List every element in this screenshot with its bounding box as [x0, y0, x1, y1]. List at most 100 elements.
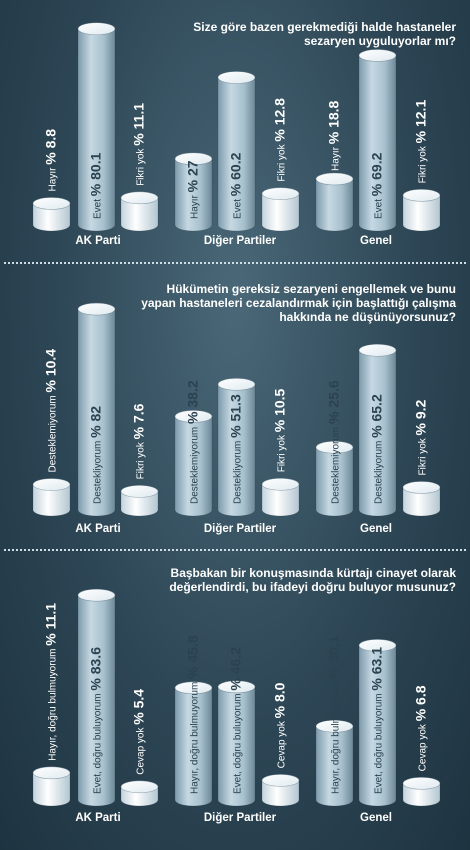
bar-category: Fikri yok	[277, 142, 288, 182]
question-title-line: değerlendirdi, bu ifadeyi doğru buluyor …	[169, 580, 456, 594]
bar-label: Evet, doğru buluyorum % 63.1	[369, 647, 385, 794]
bar-value: % 8.0	[272, 682, 288, 718]
bar-value: % 18.8	[326, 100, 342, 144]
bar-value: % 51.3	[228, 394, 244, 438]
bar-label: Hayır % 8.8	[43, 129, 59, 192]
bar-label: Fikri yok % 9.2	[413, 399, 429, 475]
bar-label: Evet, doğru buluyorum % 46.2	[228, 647, 244, 794]
bar	[261, 477, 300, 517]
bar	[77, 22, 116, 232]
section-divider	[4, 549, 466, 551]
bar-value: % 65.2	[369, 394, 385, 438]
bar-value: % 5.4	[131, 689, 147, 725]
bar	[217, 680, 256, 807]
bar-label: Destekliyorum % 51.3	[228, 394, 244, 504]
group-label: AK Parti	[75, 523, 121, 535]
bar	[358, 343, 397, 517]
bar-value: % 10.4	[43, 349, 59, 393]
bar-category: Cevap yok	[277, 718, 288, 768]
group-label: Diğer Partiler	[203, 812, 277, 824]
bar-category: Evet, doğru buluyorum	[233, 691, 244, 794]
section-divider	[4, 262, 466, 264]
bar	[402, 189, 441, 232]
bar-category: Evet	[93, 196, 104, 219]
chart-panel-1: Hayır % 8.8 Evet % 80.1 Fikri yok % 11.1 Ha…	[32, 22, 441, 232]
bar-label: Evet, doğru buluyorum % 83.6	[88, 647, 104, 794]
bar	[358, 49, 397, 232]
bar	[217, 71, 256, 232]
bar-category: Hayır	[331, 144, 342, 171]
bar-value: % 12.8	[272, 98, 288, 142]
bar	[358, 639, 397, 807]
bar	[77, 302, 116, 517]
bar-label: Cevap yok % 6.8	[413, 685, 429, 771]
bar	[174, 410, 213, 517]
bar-category: Evet	[374, 196, 385, 219]
bar-value: % 12.1	[413, 100, 429, 144]
question-title-line: Hükümetin gereksiz sezaryeni engellemek …	[166, 282, 456, 296]
bar-category: Destekliyorum	[374, 438, 385, 504]
bar-label: Fikri yok % 12.8	[272, 98, 288, 182]
bar-value: % 30.1	[326, 635, 342, 679]
group-label: AK Parti	[75, 235, 121, 247]
bar-category: Desteklemiyorum	[190, 424, 201, 504]
bar-label: Evet % 80.1	[88, 152, 104, 219]
bar-label: Fikri yok % 12.1	[413, 100, 429, 184]
bar-value: % 11.1	[131, 103, 147, 146]
bar-value: % 11.1	[43, 603, 59, 646]
bar-label: Desteklemiyorum % 25.6	[326, 380, 342, 504]
bar	[120, 191, 159, 232]
bar-label: Fikri yok % 7.6	[131, 403, 147, 479]
bar-label: Hayır, doğru bulmuyorum % 11.1	[43, 603, 59, 761]
question-title-line: Başbakan bir konuşmasında kürtajı cinaye…	[170, 566, 456, 580]
bar	[32, 478, 71, 517]
bar	[120, 780, 159, 807]
bar	[174, 152, 213, 232]
bar-category: Cevap yok	[418, 721, 429, 771]
bar-label: Desteklemiyorum % 38.2	[185, 380, 201, 504]
bar-category: Hayır, doğru bulmuyorum	[331, 679, 342, 794]
bar-label: Fikri yok % 10.5	[272, 388, 288, 472]
bar-category: Destekliyorum	[93, 438, 104, 504]
bar-label: Fikri yok % 11.1	[131, 103, 147, 186]
bar-value: % 60.2	[228, 152, 244, 196]
group-label: Diğer Partiler	[203, 235, 277, 247]
bar-category: Evet, doğru buluyorum	[374, 691, 385, 794]
bar	[32, 766, 71, 807]
chart-panel-3: Hayır, doğru bulmuyorum % 11.1 Evet, doğr…	[32, 588, 441, 807]
bar-label: Desteklemiyorum % 10.4	[43, 349, 59, 473]
bar-category: Evet, doğru buluyorum	[93, 691, 104, 794]
bar-value: % 46.2	[228, 647, 244, 691]
group-label: Diğer Partiler	[203, 523, 277, 535]
bar-value: % 69.2	[369, 152, 385, 196]
bar-value: % 25.6	[326, 380, 342, 424]
bar-category: Desteklemiyorum	[331, 424, 342, 504]
bar	[402, 777, 441, 807]
bar-label: Destekliyorum % 82	[88, 406, 104, 504]
bar-label: Evet % 60.2	[228, 152, 244, 219]
bar-label: Cevap yok % 8.0	[272, 682, 288, 768]
bar	[120, 485, 159, 517]
bar-category: Fikri yok	[136, 439, 147, 479]
question-title: Başbakan bir konuşmasında kürtajı cinaye…	[126, 566, 456, 594]
bar	[402, 481, 441, 517]
bar-category: Hayır, doğru bulmuyorum	[48, 646, 59, 761]
bar-category: Hayır	[48, 165, 59, 192]
question-title-line: hakkında ne düşünüyorsunuz?	[279, 310, 456, 324]
bar	[315, 172, 354, 232]
bar-value: % 45.8	[185, 635, 201, 679]
chart-panel-2: Desteklemiyorum % 10.4 Destekliyorum % 82…	[32, 302, 441, 517]
bar-value: % 7.6	[131, 403, 147, 439]
bar-value: % 9.2	[413, 399, 429, 435]
bar-label: Hayır % 27	[185, 160, 201, 219]
bar-category: Desteklemiyorum	[48, 392, 59, 472]
bar-value: % 63.1	[369, 647, 385, 691]
group-label: AK Parti	[75, 812, 121, 824]
bar-label: Evet % 69.2	[369, 152, 385, 219]
bar-label: Hayır, doğru bulmuyorum % 45.8	[185, 635, 201, 794]
bar-value: % 80.1	[88, 152, 104, 196]
question-title-line: yapan hastaneleri cezalandırmak için baş…	[141, 296, 456, 310]
group-label: Genel	[360, 812, 392, 824]
bar-label: Cevap yok % 5.4	[131, 689, 147, 775]
bar-value: % 83.6	[88, 647, 104, 691]
